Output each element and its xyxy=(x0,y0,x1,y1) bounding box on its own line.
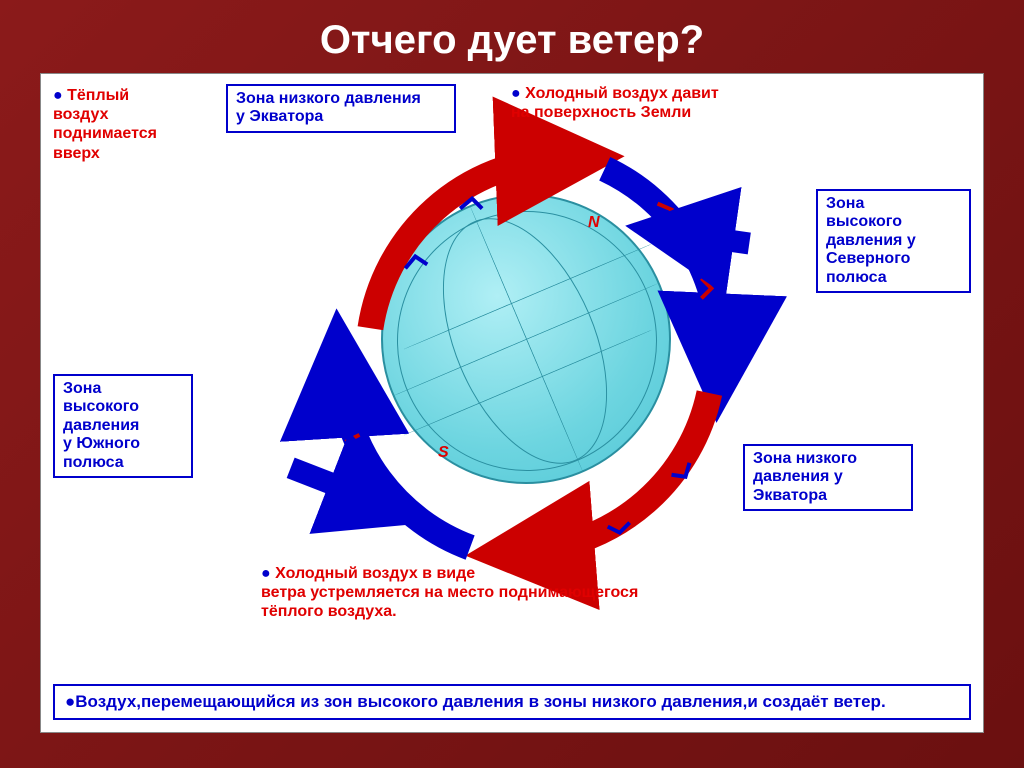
bullet-icon xyxy=(511,85,525,102)
box-low-pressure-eq-top: Зона низкого давления у Экватора xyxy=(226,84,456,133)
box-low-pressure-eq-bottom-text: Зона низкого давления у Экватора xyxy=(753,450,857,504)
bullet-icon xyxy=(261,565,275,582)
box-low-pressure-eq-top-text: Зона низкого давления у Экватора xyxy=(236,90,421,125)
south-pole-label: S xyxy=(438,444,449,462)
globe: N S xyxy=(381,194,671,484)
bullet-icon xyxy=(53,87,67,104)
box-high-pressure-north: Зона высокого давления у Северного полюс… xyxy=(816,189,971,293)
label-cold-presses-text: Холодный воздух давит на поверхность Зем… xyxy=(511,85,719,121)
box-high-pressure-north-text: Зона высокого давления у Северного полюс… xyxy=(826,195,916,286)
box-low-pressure-eq-bottom: Зона низкого давления у Экватора xyxy=(743,444,913,511)
meridian-line-3 xyxy=(357,171,698,512)
label-warm-air: Тёплый воздух поднимается вверх xyxy=(53,86,203,163)
bullet-icon: ● xyxy=(65,692,75,711)
conclusion-box: ●Воздух,перемещающийся из зон высокого д… xyxy=(53,684,971,720)
label-cold-presses: Холодный воздух давит на поверхность Зем… xyxy=(511,84,801,122)
label-cold-wind-text: Холодный воздух в виде ветра устремляетс… xyxy=(261,565,638,620)
page-title: Отчего дует ветер? xyxy=(0,0,1024,73)
box-high-pressure-south-text: Зона высокого давления у Южного полюса xyxy=(63,380,140,471)
diagram-panel: N S Т xyxy=(40,73,984,733)
north-pole-label: N xyxy=(588,214,600,232)
label-warm-air-text: Тёплый воздух поднимается вверх xyxy=(53,87,157,162)
label-cold-wind: Холодный воздух в виде ветра устремляетс… xyxy=(261,564,821,622)
conclusion-text: Воздух,перемещающийся из зон высокого да… xyxy=(75,692,885,711)
box-high-pressure-south: Зона высокого давления у Южного полюса xyxy=(53,374,193,478)
